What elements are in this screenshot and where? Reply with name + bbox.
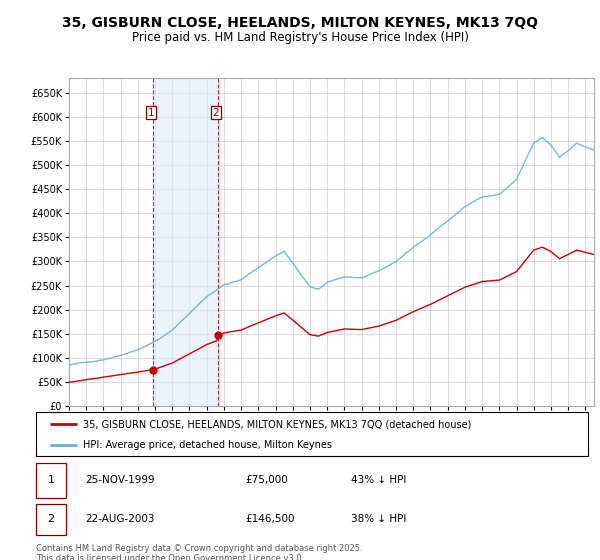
- Text: HPI: Average price, detached house, Milton Keynes: HPI: Average price, detached house, Milt…: [83, 440, 332, 450]
- Bar: [36, 463, 67, 498]
- Text: 38% ↓ HPI: 38% ↓ HPI: [350, 515, 406, 524]
- Text: 35, GISBURN CLOSE, HEELANDS, MILTON KEYNES, MK13 7QQ (detached house): 35, GISBURN CLOSE, HEELANDS, MILTON KEYN…: [83, 419, 471, 429]
- Text: 22-AUG-2003: 22-AUG-2003: [86, 515, 155, 524]
- Text: £146,500: £146,500: [246, 515, 295, 524]
- Text: 2: 2: [212, 108, 219, 118]
- Text: Price paid vs. HM Land Registry's House Price Index (HPI): Price paid vs. HM Land Registry's House …: [131, 31, 469, 44]
- Text: 1: 1: [148, 108, 155, 118]
- Text: This data is licensed under the Open Government Licence v3.0.: This data is licensed under the Open Gov…: [36, 554, 304, 560]
- Text: 2: 2: [47, 515, 55, 524]
- Text: 35, GISBURN CLOSE, HEELANDS, MILTON KEYNES, MK13 7QQ: 35, GISBURN CLOSE, HEELANDS, MILTON KEYN…: [62, 16, 538, 30]
- Text: Contains HM Land Registry data © Crown copyright and database right 2025.: Contains HM Land Registry data © Crown c…: [36, 544, 362, 553]
- Text: £75,000: £75,000: [246, 475, 289, 485]
- Bar: [154, 78, 218, 406]
- Text: 43% ↓ HPI: 43% ↓ HPI: [350, 475, 406, 485]
- Text: 25-NOV-1999: 25-NOV-1999: [86, 475, 155, 485]
- Text: 1: 1: [47, 475, 55, 485]
- Bar: [36, 504, 67, 535]
